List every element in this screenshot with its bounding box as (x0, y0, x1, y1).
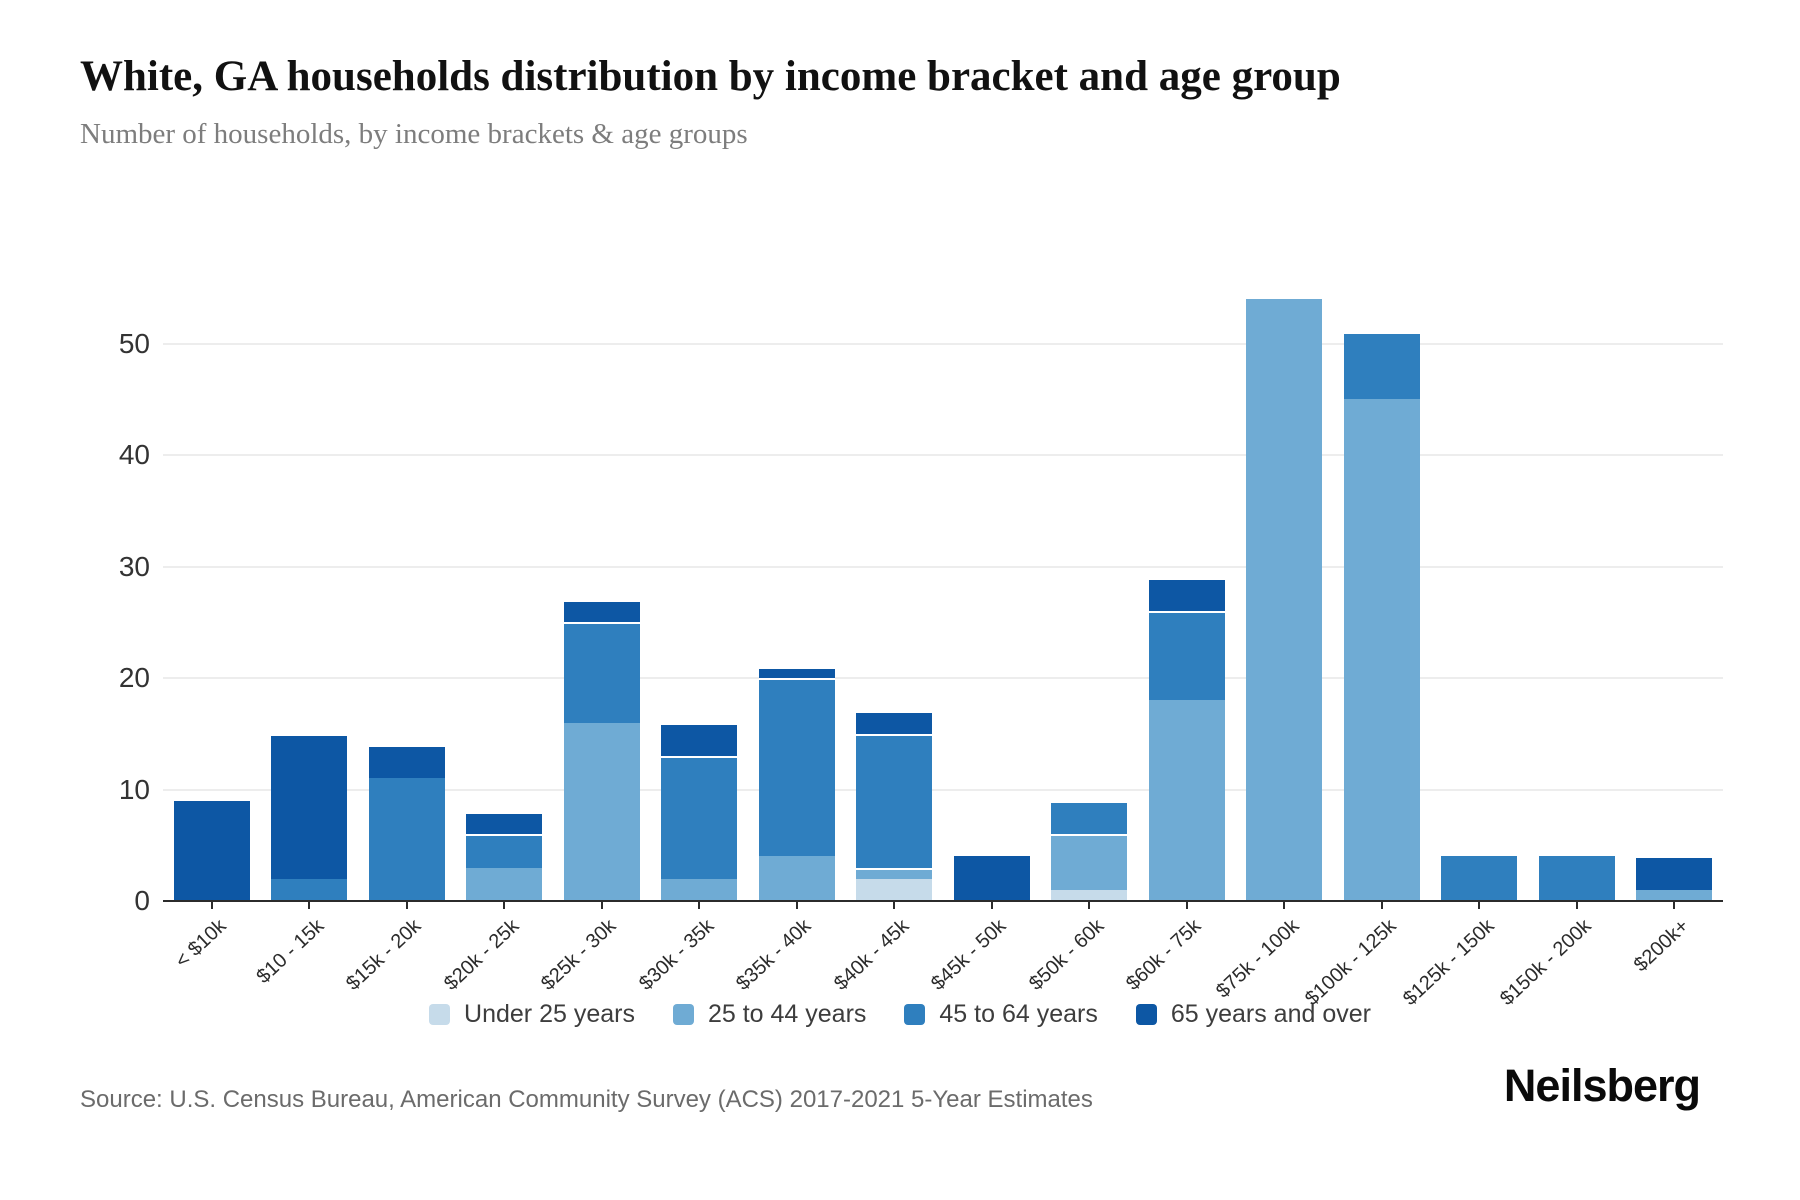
x-axis-tick-label: $200k+ (1629, 915, 1694, 977)
y-axis-tick-label: 40 (118, 439, 150, 470)
bar-segment (856, 711, 933, 734)
bar-segment (1246, 298, 1323, 901)
legend-swatch-icon (672, 1004, 694, 1025)
legend-label: 65 years and over (1170, 1000, 1371, 1028)
x-axis-tick-label: $45k - 50k (927, 915, 1011, 995)
bar-segment (271, 733, 348, 879)
bar-segment (1343, 332, 1420, 400)
bar-segment (563, 622, 640, 723)
bar-segment (1051, 800, 1128, 835)
bar-segment (466, 834, 543, 868)
bar-segment (1148, 611, 1225, 701)
x-axis-tick-label: $10 - 15k (252, 915, 329, 988)
x-axis-tick-mark (698, 902, 701, 909)
legend-label: 45 to 64 years (939, 1000, 1098, 1028)
bar-segment (1148, 700, 1225, 901)
y-gridline (163, 565, 1723, 568)
x-axis-tick-mark (1380, 902, 1383, 909)
bar-segment (173, 800, 250, 901)
legend-item: 65 years and over (1135, 1000, 1371, 1029)
x-axis-tick-label: $15k - 20k (342, 915, 426, 995)
x-axis-tick-label: < $10k (171, 915, 231, 973)
bar-segment (1051, 889, 1128, 901)
bar-segment (563, 599, 640, 623)
x-axis-tick-label: $20k - 25k (439, 915, 524, 995)
x-axis-tick-label: $40k - 45k (829, 915, 914, 995)
y-axis-tick-label: 30 (118, 550, 150, 582)
x-axis-tick-label: $30k - 35k (634, 915, 719, 995)
bar-segment (1636, 856, 1713, 890)
bar-segment (758, 678, 835, 857)
stacked-bar-chart: 0 10 20 30 40 50 < $10k $10 - 15k $15k - 20k $20k… (118, 298, 1723, 1010)
x-axis-tick-label: $75k - 100k (1211, 915, 1304, 1003)
bar-segment (1051, 834, 1128, 890)
x-axis-tick-mark (893, 902, 896, 909)
x-axis-line (163, 900, 1723, 902)
bar-segment (661, 722, 738, 757)
x-axis-tick-mark (210, 902, 213, 909)
legend-swatch-icon (1135, 1004, 1157, 1025)
legend-item: 25 to 44 years (672, 1000, 867, 1029)
x-axis-tick-label: $60k - 75k (1122, 915, 1206, 995)
x-axis-tick-mark (600, 902, 603, 909)
bar-segment (368, 778, 445, 901)
y-gridline (163, 788, 1723, 791)
y-axis-tick-label: 0 (134, 885, 150, 916)
x-axis-tick-mark (1575, 902, 1578, 909)
x-axis-tick-mark (1088, 902, 1091, 909)
brand-logo: Neilsberg (1503, 1060, 1701, 1111)
x-axis-tick-mark (503, 902, 506, 909)
bar-segment (758, 856, 835, 901)
x-axis-tick-mark (405, 902, 408, 909)
x-axis-tick-label: $125k - 150k (1398, 915, 1499, 1010)
chart-subtitle: Number of households, by income brackets… (80, 118, 748, 150)
y-axis-tick-label: 10 (118, 773, 150, 805)
bar-segment (953, 856, 1030, 901)
bar-segment (1343, 399, 1420, 901)
x-axis-tick-mark (1283, 902, 1286, 909)
x-axis-tick-label: $150k - 200k (1496, 915, 1596, 1010)
bar-segment (1441, 856, 1518, 901)
bar-segment (563, 722, 640, 901)
x-axis-tick-mark (990, 902, 993, 909)
bar-segment (1148, 577, 1225, 612)
bar-segment (368, 744, 445, 779)
bar-segment (1636, 889, 1713, 901)
bar-segment (661, 878, 738, 901)
y-gridline (163, 342, 1723, 345)
legend-item: 45 to 64 years (904, 1000, 1098, 1029)
x-axis-tick-label: $35k - 40k (732, 915, 816, 995)
bar-segment (466, 867, 543, 901)
chart-title: White, GA households distribution by inc… (80, 53, 1341, 100)
x-axis-tick-mark (1185, 902, 1188, 909)
y-gridline (163, 454, 1723, 456)
legend-swatch-icon (429, 1004, 451, 1025)
bar-segment (758, 666, 835, 678)
bar-segment (466, 811, 543, 835)
x-axis-tick-label: $50k - 60k (1024, 915, 1109, 995)
x-axis-tick-mark (1673, 902, 1676, 909)
x-axis-tick-label: $25k - 30k (537, 915, 621, 995)
bar-segment (856, 878, 933, 901)
chart-legend: Under 25 years 25 to 44 years 45 to 64 yea… (0, 1000, 1800, 1029)
y-axis-tick-label: 50 (118, 327, 150, 359)
bar-segment (1538, 856, 1615, 901)
source-text: Source: U.S. Census Bureau, American Com… (80, 1086, 1093, 1113)
legend-item: Under 25 years (429, 1000, 635, 1029)
x-axis-tick-mark (1478, 902, 1481, 909)
y-axis-tick-label: 20 (118, 662, 150, 693)
bar-segment (271, 878, 348, 901)
bar-segment (856, 867, 933, 879)
bar-segment (661, 756, 738, 879)
x-axis-tick-mark (308, 902, 311, 909)
x-axis-tick-mark (795, 902, 798, 909)
x-axis-tick-label: $100k - 125k (1301, 915, 1401, 1010)
bar-segment (856, 733, 933, 868)
legend-swatch-icon (904, 1004, 926, 1025)
legend-label: 25 to 44 years (707, 1000, 867, 1028)
legend-label: Under 25 years (464, 1000, 635, 1028)
y-gridline (163, 677, 1723, 679)
